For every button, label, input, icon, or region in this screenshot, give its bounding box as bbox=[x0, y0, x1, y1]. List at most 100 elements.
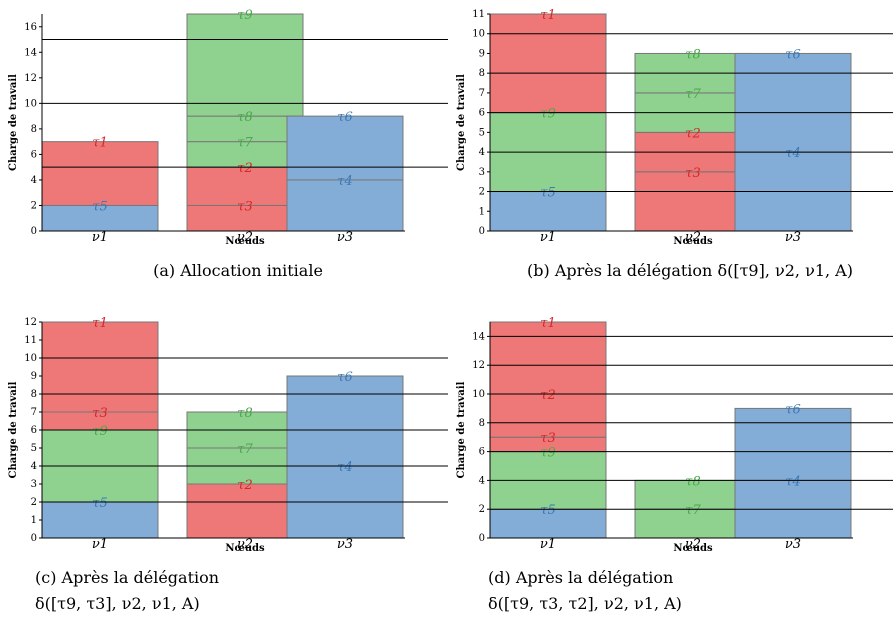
bar-segment-τ8 bbox=[186, 115, 304, 143]
segment-label-τ6: τ6 bbox=[337, 110, 352, 125]
y-axis-title: Charge de travail bbox=[456, 381, 467, 478]
segment-label-τ2: τ2 bbox=[685, 126, 700, 141]
y-tick-label: 4 bbox=[31, 461, 37, 472]
segment-label-τ2: τ2 bbox=[237, 161, 252, 176]
bar-segment-τ6 bbox=[286, 375, 404, 467]
category-label: ν2 bbox=[237, 230, 253, 245]
y-tick-label: 16 bbox=[24, 22, 37, 33]
bar-segment-τ2 bbox=[186, 483, 304, 539]
bar-segment-τ5 bbox=[41, 501, 159, 539]
y-tick-label: 0 bbox=[31, 226, 37, 237]
x-axis-title: Nœuds bbox=[225, 236, 265, 247]
y-tick-label: 3 bbox=[31, 479, 37, 490]
caption-line-2: δ([τ9, τ3, τ2], ν2, ν1, A) bbox=[488, 594, 682, 613]
bar-segment-τ1 bbox=[489, 321, 607, 395]
segment-label-τ2: τ2 bbox=[237, 478, 252, 493]
segment-label-τ4: τ4 bbox=[785, 474, 800, 489]
segment-label-τ1: τ1 bbox=[92, 316, 107, 331]
segment-label-τ8: τ8 bbox=[237, 406, 252, 421]
segment-label-τ9: τ9 bbox=[540, 446, 555, 461]
y-tick-label: 10 bbox=[24, 353, 37, 364]
y-tick-label: 7 bbox=[31, 407, 37, 418]
category-label: ν1 bbox=[540, 537, 556, 552]
bar-segment-τ6 bbox=[734, 52, 852, 153]
segment-label-τ3: τ3 bbox=[685, 166, 700, 181]
segment-label-τ1: τ1 bbox=[540, 316, 555, 331]
bar-segment-τ1 bbox=[41, 321, 159, 413]
bar-segment-τ6 bbox=[734, 407, 852, 481]
y-tick-label: 5 bbox=[31, 443, 37, 454]
segment-label-τ5: τ5 bbox=[540, 503, 555, 518]
bar-segment-τ2 bbox=[489, 393, 607, 438]
segment-label-τ5: τ5 bbox=[540, 186, 555, 201]
bar-segment-τ9 bbox=[186, 13, 304, 117]
y-tick-label: 12 bbox=[472, 360, 485, 371]
y-tick-label: 8 bbox=[479, 418, 485, 429]
bar-segment-τ8 bbox=[634, 479, 752, 510]
segment-label-τ4: τ4 bbox=[337, 460, 352, 475]
bar-segment-τ1 bbox=[489, 13, 607, 114]
y-tick-label: 0 bbox=[31, 533, 37, 544]
y-tick-label: 2 bbox=[31, 497, 37, 508]
segment-label-τ3: τ3 bbox=[237, 199, 252, 214]
y-tick-label: 4 bbox=[479, 475, 485, 486]
segment-label-τ3: τ3 bbox=[540, 431, 555, 446]
y-tick-label: 1 bbox=[479, 206, 485, 217]
category-label: ν3 bbox=[785, 230, 801, 245]
category-label: ν2 bbox=[685, 230, 701, 245]
bar-segment-τ1 bbox=[41, 141, 159, 206]
y-tick-label: 7 bbox=[479, 88, 485, 99]
y-tick-label: 2 bbox=[31, 200, 37, 211]
segment-label-τ4: τ4 bbox=[337, 174, 352, 189]
caption: (a) Allocation initiale bbox=[153, 261, 323, 280]
y-tick-label: 5 bbox=[479, 127, 485, 138]
category-label: ν1 bbox=[92, 537, 108, 552]
y-tick-label: 4 bbox=[31, 175, 37, 186]
segment-label-τ6: τ6 bbox=[785, 47, 800, 62]
y-tick-label: 9 bbox=[479, 48, 485, 59]
y-tick-label: 11 bbox=[24, 335, 37, 346]
y-tick-label: 2 bbox=[479, 504, 485, 515]
caption: (b) Après la délégation δ([τ9], ν2, ν1, … bbox=[527, 261, 853, 280]
bar-segment-τ6 bbox=[286, 115, 404, 181]
y-tick-label: 14 bbox=[24, 47, 37, 58]
y-tick-label: 6 bbox=[479, 447, 485, 458]
bar-segment-τ4 bbox=[286, 179, 404, 232]
category-label: ν3 bbox=[337, 230, 353, 245]
bar-segment-τ3 bbox=[186, 204, 304, 232]
segment-label-τ9: τ9 bbox=[540, 107, 555, 122]
category-label: ν3 bbox=[785, 537, 801, 552]
segment-label-τ8: τ8 bbox=[237, 110, 252, 125]
chart-panel-2: τ5 τ9 τ1 ν1 τ3 τ2 τ7 τ8 ν2 τ4 τ6 ν3 0 1 2 3 4 5 6 7 8 9 10 11 Ch… bbox=[456, 8, 893, 280]
y-axis-title: Charge de travail bbox=[8, 381, 19, 478]
y-tick-label: 8 bbox=[31, 124, 37, 135]
y-tick-label: 4 bbox=[479, 147, 485, 158]
y-tick-label: 6 bbox=[479, 108, 485, 119]
bar-segment-τ3 bbox=[634, 171, 752, 232]
category-label: ν1 bbox=[92, 230, 108, 245]
y-tick-label: 6 bbox=[31, 425, 37, 436]
segment-label-τ6: τ6 bbox=[337, 370, 352, 385]
segment-label-τ9: τ9 bbox=[237, 8, 252, 23]
y-tick-label: 6 bbox=[31, 149, 37, 160]
y-tick-label: 3 bbox=[479, 167, 485, 178]
x-axis-title: Nœuds bbox=[673, 236, 713, 247]
segment-label-τ5: τ5 bbox=[92, 199, 107, 214]
segment-label-τ9: τ9 bbox=[92, 424, 107, 439]
segment-label-τ7: τ7 bbox=[237, 136, 253, 151]
y-tick-label: 8 bbox=[31, 389, 37, 400]
category-label: ν2 bbox=[237, 537, 253, 552]
chart-panel-3: τ5τ9τ3τ1ν1τ2τ7τ8ν2τ4τ6ν30123456789101112… bbox=[8, 316, 448, 613]
caption: (d) Après la délégation bbox=[488, 568, 673, 587]
y-tick-label: 1 bbox=[31, 515, 37, 526]
chart-panel-1: τ5 τ1 ν1 τ3 τ2 τ7 τ8 τ9 ν2 τ4 τ6 ν3 0 2 4 6 8 10 12 14 16 Cha… bbox=[8, 8, 448, 280]
category-label: ν1 bbox=[540, 230, 556, 245]
y-tick-label: 10 bbox=[472, 29, 485, 40]
y-tick-label: 0 bbox=[479, 533, 485, 544]
segment-label-τ1: τ1 bbox=[540, 8, 555, 23]
category-label: ν2 bbox=[685, 537, 701, 552]
caption-line-2: δ([τ9, τ3], ν2, ν1, A) bbox=[35, 594, 200, 613]
y-tick-label: 8 bbox=[479, 68, 485, 79]
